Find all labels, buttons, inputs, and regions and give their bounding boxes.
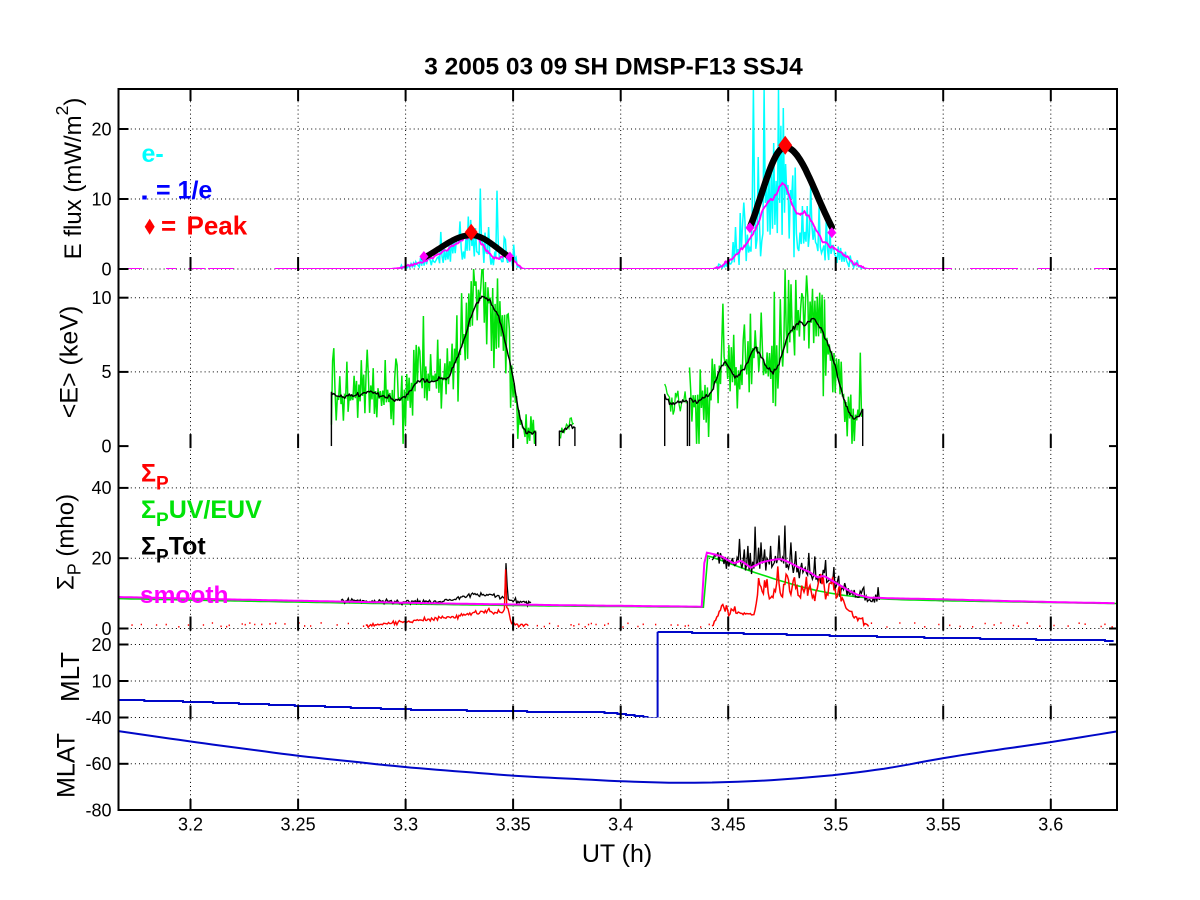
svg-text:-60: -60 xyxy=(85,754,111,774)
svg-text:0: 0 xyxy=(101,259,111,279)
svg-text:3.2: 3.2 xyxy=(178,815,203,835)
svg-text:-40: -40 xyxy=(85,708,111,728)
svg-text:MLAT: MLAT xyxy=(53,733,81,798)
svg-text:0: 0 xyxy=(101,436,111,456)
svg-text:ΣP: ΣP xyxy=(141,460,169,495)
svg-text:3.25: 3.25 xyxy=(281,815,316,835)
svg-text:ΣPUV/EUV: ΣPUV/EUV xyxy=(141,496,262,531)
svg-text:3.6: 3.6 xyxy=(1038,815,1063,835)
svg-text:3.55: 3.55 xyxy=(926,815,961,835)
svg-text:-80: -80 xyxy=(85,800,111,820)
svg-text:3.35: 3.35 xyxy=(496,815,531,835)
svg-text:<E> (keV): <E> (keV) xyxy=(56,306,84,419)
svg-text:E flux (mW/m2): E flux (mW/m2) xyxy=(52,98,87,260)
svg-text:= 1/e: = 1/e xyxy=(156,177,212,205)
svg-text:e-: e- xyxy=(142,140,164,168)
svg-text:UT (h): UT (h) xyxy=(582,840,652,868)
svg-text:20: 20 xyxy=(91,119,111,139)
svg-text:MLT: MLT xyxy=(55,652,85,702)
svg-text:10: 10 xyxy=(91,189,111,209)
svg-text:smooth: smooth xyxy=(140,582,228,609)
svg-text:ΣP (mho): ΣP (mho) xyxy=(53,494,85,590)
svg-text:3.45: 3.45 xyxy=(711,815,746,835)
svg-text:10: 10 xyxy=(91,288,111,308)
svg-text:40: 40 xyxy=(91,478,111,498)
svg-text:0: 0 xyxy=(101,619,111,639)
svg-text:3.5: 3.5 xyxy=(823,815,848,835)
svg-text:3.3: 3.3 xyxy=(393,815,418,835)
svg-text:3.4: 3.4 xyxy=(608,815,633,835)
svg-text:3 2005 03 09 SH DMSP-F13 SSJ4: 3 2005 03 09 SH DMSP-F13 SSJ4 xyxy=(424,54,803,81)
svg-text:ΣPTot: ΣPTot xyxy=(141,533,206,568)
svg-text:20: 20 xyxy=(91,635,111,655)
svg-text:20: 20 xyxy=(91,549,111,569)
svg-text:5: 5 xyxy=(101,362,111,382)
svg-text:= Peak: = Peak xyxy=(161,211,248,241)
svg-text:10: 10 xyxy=(91,671,111,691)
